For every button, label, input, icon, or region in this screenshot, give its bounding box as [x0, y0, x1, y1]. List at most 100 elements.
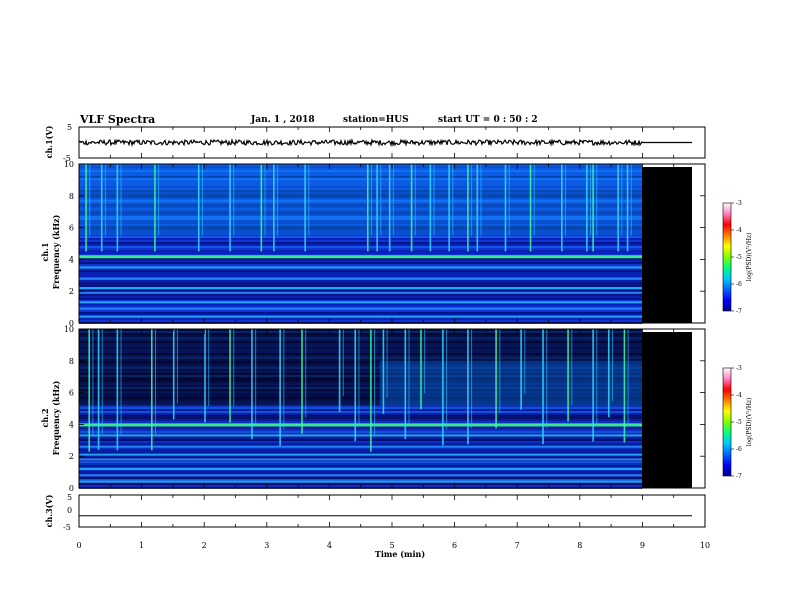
- narrowband-line: [79, 480, 643, 483]
- impulse-burst: [370, 329, 372, 452]
- impulse-burst: [386, 329, 388, 399]
- ch1w-ytick-top: 5: [67, 123, 72, 132]
- axis-ticks: [78, 127, 706, 527]
- impulse-burst: [116, 329, 119, 451]
- ch1w-ytick-bottom: -5: [63, 154, 71, 163]
- x-tick-label: 1: [139, 541, 144, 550]
- impulse-burst: [623, 329, 626, 443]
- x-tick-label: 6: [452, 541, 457, 550]
- y-tick-label: 8: [69, 357, 74, 366]
- x-tick-label: 4: [327, 541, 332, 550]
- impulse-burst: [273, 164, 275, 252]
- impulse-burst: [467, 164, 469, 252]
- x-tick-label: 2: [202, 541, 207, 550]
- impulse-burst: [596, 164, 598, 236]
- narrowband-line: [79, 474, 643, 477]
- impulse-burst: [101, 329, 103, 435]
- impulse-burst: [150, 329, 153, 451]
- ch3w-ytick-mid: 0: [67, 506, 72, 515]
- impulse-burst: [342, 329, 344, 397]
- impulse-burst: [358, 329, 360, 426]
- narrowband-line: [79, 277, 643, 280]
- impulse-burst: [229, 164, 231, 252]
- impulse-burst: [621, 164, 623, 236]
- impulse-burst: [120, 329, 122, 435]
- impulse-burst: [279, 329, 281, 446]
- ch3w-ytick-bottom: -5: [63, 523, 71, 532]
- narrowband-line: [79, 315, 643, 318]
- impulse-burst: [255, 329, 257, 424]
- impulse-burst: [520, 329, 522, 410]
- impulse-burst: [392, 164, 394, 236]
- impulse-burst: [424, 329, 426, 394]
- colorbar-tick-label: -7: [736, 308, 742, 315]
- impulse-burst: [370, 164, 372, 236]
- impulse-burst: [626, 164, 629, 252]
- ch2-spectrogram-panel: ch.2 Frequency (kHz): [40, 328, 706, 489]
- x-axis-label: Time (min): [375, 549, 425, 559]
- y-tick-label: 0: [69, 484, 74, 493]
- y-tick-label: 2: [69, 452, 74, 461]
- x-tick-label: 9: [640, 541, 645, 550]
- impulse-burst: [172, 329, 175, 420]
- impulse-burst: [529, 164, 532, 252]
- ch3-waveform-panel: 5 0 -5 ch.3(V): [44, 493, 706, 532]
- impulse-burst: [176, 329, 178, 404]
- impulse-burst: [283, 329, 285, 430]
- impulse-burst: [229, 329, 231, 423]
- impulse-burst: [208, 329, 210, 407]
- y-tick-label: 10: [64, 160, 74, 169]
- ch1w-ylabel: ch.1(V): [44, 125, 54, 158]
- impulse-burst: [251, 329, 253, 440]
- impulse-burst: [433, 164, 435, 236]
- ch2-spectrogram-heatmap: [79, 329, 643, 489]
- impulse-burst: [204, 329, 206, 423]
- impulse-burst: [565, 164, 567, 236]
- impulse-burst: [120, 164, 122, 236]
- narrowband-line: [79, 287, 643, 290]
- impulse-burst: [201, 164, 203, 236]
- narrowband-line: [79, 467, 643, 470]
- impulse-burst: [233, 164, 235, 236]
- colorbar-tick-label: -4: [736, 392, 742, 399]
- colorbar-tick-label: -5: [736, 419, 742, 426]
- impulse-burst: [533, 164, 535, 236]
- ch2s-ylabel-a: ch.2: [40, 408, 50, 427]
- impulse-burst: [499, 329, 501, 413]
- impulse-burst: [277, 164, 279, 236]
- impulse-burst: [338, 329, 341, 413]
- impulse-burst: [420, 329, 422, 410]
- impulse-burst: [92, 329, 94, 436]
- y-tick-label: 4: [69, 255, 74, 264]
- impulse-burst: [88, 329, 90, 452]
- x-tick-label: 3: [264, 541, 269, 550]
- impulse-burst: [452, 164, 454, 236]
- impulse-burst: [354, 329, 357, 442]
- figure-station: station=HUS: [343, 115, 409, 125]
- impulse-burst: [304, 164, 306, 252]
- ch2-no-data-block: [642, 332, 692, 488]
- colorbar-tick-label: -6: [736, 281, 742, 288]
- impulse-burst: [504, 164, 507, 252]
- impulse-burst: [154, 329, 156, 435]
- impulse-burst: [627, 329, 629, 427]
- narrowband-line: [79, 255, 643, 259]
- impulse-burst: [508, 164, 510, 236]
- colorbar-ticks: -3 -4 -5 -6 -7 -3 -4 -5 -6 -7: [731, 200, 742, 480]
- impulse-burst: [524, 329, 526, 394]
- impulse-burst: [414, 164, 416, 236]
- y-tick-label: 2: [69, 287, 74, 296]
- colorbar-tick-label: -6: [736, 446, 742, 453]
- impulse-burst: [89, 164, 91, 236]
- ch1s-ylabel-a: ch.1: [40, 242, 50, 261]
- hf-emission-band: [379, 360, 643, 406]
- impulse-burst: [85, 164, 87, 252]
- impulse-burst: [467, 329, 469, 445]
- colorbar-tick-label: -7: [736, 473, 742, 480]
- impulse-burst: [197, 164, 200, 252]
- ch1-spectrogram-panel: ch.1 Frequency (kHz): [40, 163, 706, 324]
- impulse-burst: [104, 164, 106, 236]
- impulse-burst: [586, 164, 588, 252]
- y-tick-label: 0: [69, 319, 74, 328]
